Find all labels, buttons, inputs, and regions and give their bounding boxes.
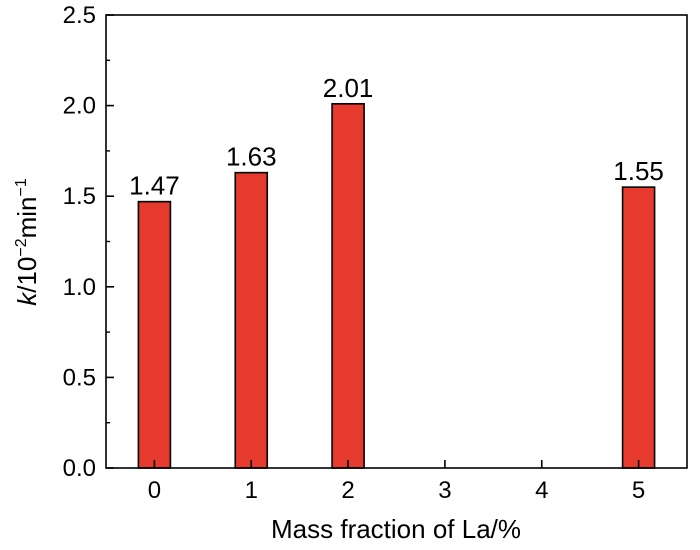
x-tick-label: 2 <box>341 477 354 504</box>
labels-layer: 1.47 1.63 2.01 1.55 0 1 2 3 4 5 0.0 0.5 1.0 1.5 2.0 2.5 <box>63 2 664 504</box>
x-tick-label: 5 <box>632 477 645 504</box>
y-tick-label: 0.5 <box>63 364 96 391</box>
y-axis-unit-exponent: −1 <box>13 178 30 196</box>
y-tick-label: 0.0 <box>63 455 96 482</box>
y-axis-symbol: k <box>12 291 42 306</box>
bars-layer <box>137 102 656 469</box>
x-tick-label: 1 <box>245 477 258 504</box>
bar-1 <box>234 171 269 469</box>
data-label-5: 1.55 <box>613 156 664 186</box>
y-axis-scale-exponent: −2 <box>13 238 30 256</box>
x-tick-label: 3 <box>438 477 451 504</box>
bar-0 <box>137 200 172 469</box>
y-tick-label: 2.5 <box>63 2 96 29</box>
bar-5 <box>621 186 656 469</box>
bar-2 <box>331 102 365 469</box>
y-axis-title: k/10−2min−1 <box>12 178 42 306</box>
y-tick-label: 2.0 <box>63 93 96 120</box>
y-axis-scale: /10 <box>12 257 42 293</box>
x-axis-title: Mass fraction of La/% <box>271 514 521 544</box>
plot-frame <box>105 14 688 469</box>
x-tick-label: 4 <box>535 477 548 504</box>
data-label-2: 2.01 <box>323 73 374 103</box>
y-tick-label: 1.5 <box>63 183 96 210</box>
data-label-0: 1.47 <box>129 171 180 201</box>
x-tick-label: 0 <box>148 477 161 504</box>
data-label-1: 1.63 <box>226 142 277 172</box>
y-axis-unit: min <box>12 196 42 238</box>
y-tick-label: 1.0 <box>63 274 96 301</box>
